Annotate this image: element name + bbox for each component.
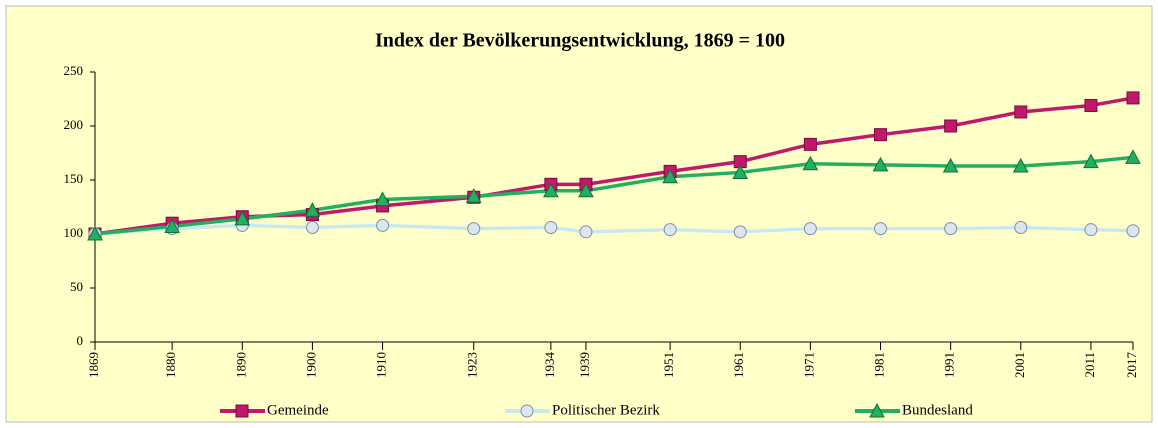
marker (578, 182, 594, 198)
legend-label: Bundesland (902, 402, 973, 418)
marker (872, 156, 889, 172)
legend-label: Gemeinde (267, 402, 329, 418)
marker (465, 188, 482, 203)
x-tick-label: 1991 (942, 352, 957, 378)
marker (663, 223, 677, 237)
marker (1125, 149, 1141, 164)
x-tick-label: 1961 (731, 352, 746, 378)
marker (944, 222, 958, 236)
marker (579, 225, 593, 239)
marker (944, 119, 958, 133)
marker (874, 128, 888, 142)
marker (1012, 157, 1029, 173)
marker (1014, 105, 1028, 119)
marker (520, 404, 534, 418)
y-tick-label: 150 (64, 171, 84, 186)
marker (869, 402, 885, 418)
marker (305, 221, 319, 235)
marker (942, 157, 959, 173)
marker (1014, 221, 1028, 235)
marker (543, 182, 559, 198)
x-tick-label: 1923 (465, 352, 480, 378)
series-line (94, 155, 1134, 236)
x-tick-label: 1869 (86, 352, 101, 378)
marker (164, 218, 180, 233)
marker (87, 225, 103, 241)
marker (234, 210, 251, 226)
y-tick-label: 100 (64, 225, 84, 240)
legend-label: Politischer Bezirk (552, 402, 660, 418)
marker (374, 191, 391, 206)
marker (803, 137, 817, 151)
marker (544, 221, 558, 235)
y-tick-label: 200 (64, 117, 84, 132)
x-tick-label: 2017 (1124, 352, 1139, 379)
marker (803, 222, 817, 236)
x-tick-label: 1939 (577, 352, 592, 378)
y-tick-label: 50 (70, 279, 83, 294)
x-tick-label: 1890 (233, 352, 248, 378)
x-tick-label: 1934 (542, 352, 557, 379)
marker (662, 168, 678, 184)
x-tick-label: 2011 (1082, 352, 1097, 378)
marker (467, 222, 481, 236)
marker (874, 222, 888, 236)
marker (376, 218, 390, 232)
x-tick-label: 1971 (801, 352, 816, 378)
y-tick-label: 0 (77, 333, 84, 348)
marker (1126, 224, 1140, 238)
x-tick-label: 1900 (303, 352, 318, 378)
marker (1126, 91, 1140, 105)
x-tick-label: 1981 (871, 352, 886, 378)
marker (732, 164, 749, 179)
chart-background (5, 5, 1153, 423)
y-tick-label: 250 (64, 63, 84, 78)
marker (1084, 223, 1098, 237)
marker (1083, 153, 1099, 169)
marker (235, 404, 249, 418)
x-tick-label: 1910 (374, 352, 389, 378)
marker (1084, 98, 1098, 112)
marker (304, 202, 321, 217)
x-tick-label: 2001 (1012, 352, 1027, 378)
chart-title: Index der Bevölkerungsentwicklung, 1869 … (375, 30, 785, 52)
marker (802, 155, 819, 171)
x-tick-label: 1880 (163, 352, 178, 378)
series-line (94, 223, 1134, 236)
marker (733, 225, 747, 239)
x-tick-label: 1951 (661, 352, 676, 378)
